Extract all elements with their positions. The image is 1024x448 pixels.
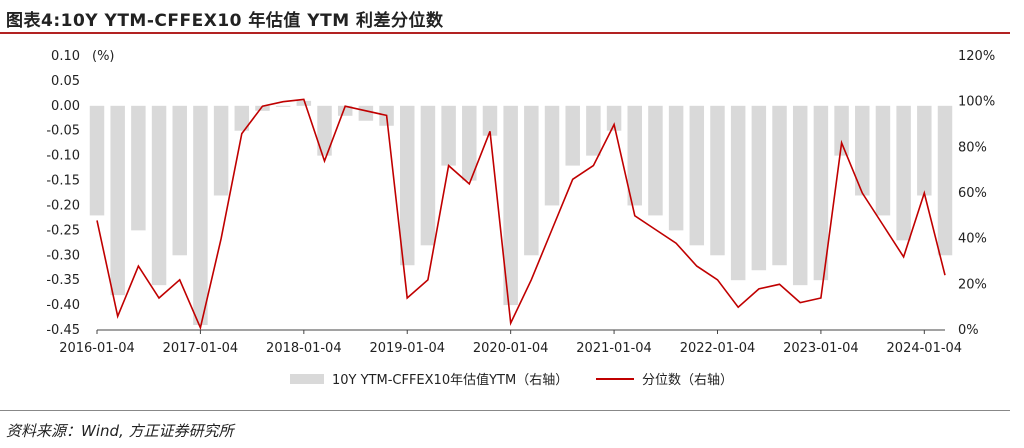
y-left-tick-label: 0.00 (51, 99, 80, 114)
title-rule (0, 32, 1010, 34)
chart-title: 图表4:10Y YTM-CFFEX10 年估值 YTM 利差分位数 (6, 11, 444, 31)
axes-group: 0.10 0.05 0.00 -0.05 -0.10 -0.15 -0.20 -0.25 -0.… (46, 49, 995, 356)
y-left-tick-label: -0.45 (46, 323, 80, 338)
y-right-tick-label: 100% (958, 95, 995, 110)
spread-bar (337, 105, 353, 116)
spread-bar (544, 105, 560, 206)
y-left-tick-label: -0.20 (46, 198, 80, 213)
spread-bar (131, 105, 146, 231)
spread-bar (89, 105, 105, 216)
spread-bar (917, 105, 932, 196)
y-left-tick-label: 0.10 (51, 49, 80, 64)
legend-swatch-spread (290, 374, 324, 384)
y-left-tick-label: 0.05 (51, 74, 80, 89)
y-right-tick-label: 0% (958, 323, 979, 338)
spread-bar (668, 105, 684, 231)
spread-bar (317, 105, 332, 156)
spread-bar (110, 105, 125, 296)
spread-bar (441, 105, 456, 166)
x-tick-label: 2021-01-04 (576, 341, 652, 356)
spread-bar (358, 105, 374, 121)
percentile-line (96, 98, 946, 331)
spread-bar (503, 105, 518, 306)
spread-bar (524, 105, 539, 256)
x-tick-label: 2018-01-04 (266, 341, 342, 356)
spread-bar (172, 105, 187, 256)
y-left-unit-label: (%) (92, 49, 115, 64)
spread-bar (710, 105, 725, 256)
spread-bar (213, 105, 229, 196)
legend: 10Y YTM-CFFEX10年估值YTM（右轴） 分位数（右轴） (290, 372, 733, 388)
spread-bar (151, 105, 167, 286)
y-right-tick-label: 40% (958, 232, 987, 247)
spread-bar (296, 100, 312, 106)
y-left-tick-label: -0.25 (46, 223, 80, 238)
y-right-tick-label: 120% (958, 49, 995, 64)
spread-bar (400, 105, 415, 266)
x-tick-label: 2016-01-04 (59, 341, 135, 356)
y-left-tick-label: -0.05 (46, 124, 80, 139)
x-tick-label: 2023-01-04 (783, 341, 859, 356)
spread-bar (193, 105, 208, 326)
spread-bar (855, 105, 870, 196)
y-left-tick-label: -0.40 (46, 298, 80, 313)
spread-bar (462, 105, 477, 181)
spread-bar (834, 105, 849, 156)
spread-bar (730, 105, 746, 281)
y-right-tick-label: 60% (958, 186, 987, 201)
spread-bar (648, 105, 663, 216)
legend-label-percentile: 分位数（右轴） (642, 373, 733, 388)
y-right-tick-label: 80% (958, 140, 987, 155)
source-note: 资料来源：Wind, 方正证券研究所 (6, 422, 234, 440)
percentile-line-group (96, 98, 946, 331)
spread-bar (875, 105, 891, 216)
x-tick-label: 2019-01-04 (369, 341, 445, 356)
spread-bar (606, 105, 622, 131)
spread-bar (255, 105, 270, 111)
legend-label-spread: 10Y YTM-CFFEX10年估值YTM（右轴） (332, 372, 568, 388)
footer-rule (0, 410, 1010, 411)
spread-bar (813, 105, 829, 281)
y-left-tick-label: -0.10 (46, 149, 80, 164)
y-left-tick-label: -0.35 (46, 273, 80, 288)
y-left-tick-label: -0.15 (46, 174, 80, 189)
spread-bar (751, 105, 767, 271)
y-right-tick-label: 20% (958, 277, 987, 292)
spread-bar (482, 105, 498, 136)
spread-bar (420, 105, 436, 246)
spread-bar (896, 105, 911, 241)
spread-bar (565, 105, 580, 166)
x-tick-label: 2024-01-04 (887, 341, 963, 356)
y-left-tick-label: -0.30 (46, 248, 80, 263)
chart-area: 0.10 0.05 0.00 -0.05 -0.10 -0.15 -0.20 -0.25 -0.… (46, 49, 995, 388)
spread-bar (586, 105, 601, 156)
spread-bar (234, 105, 250, 131)
spread-bar (792, 105, 808, 286)
spread-bar (627, 105, 642, 206)
spread-bars-group (89, 100, 953, 326)
x-tick-label: 2017-01-04 (163, 341, 239, 356)
x-tick-label: 2020-01-04 (473, 341, 549, 356)
spread-bar (937, 105, 953, 256)
spread-bar (772, 105, 787, 266)
x-tick-label: 2022-01-04 (680, 341, 756, 356)
spread-bar (275, 105, 291, 107)
spread-bar (689, 105, 705, 246)
